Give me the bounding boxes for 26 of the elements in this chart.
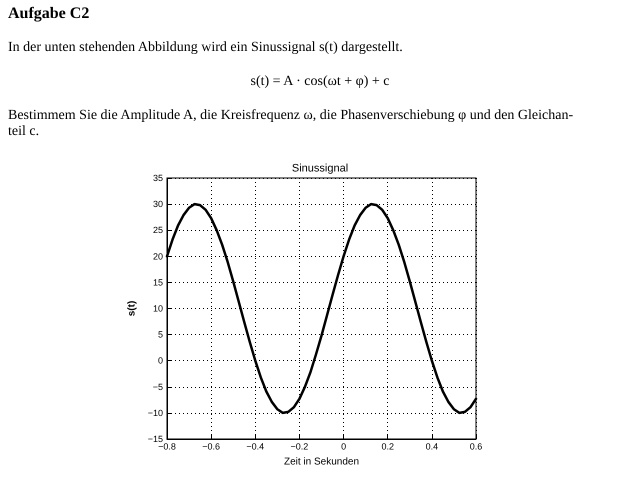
y-tick-label: 30 (152, 199, 163, 210)
chart-title: Sinussignal (292, 162, 348, 174)
text: s(t) = A · cos(ωt + φ) + c (250, 74, 390, 90)
text: Bestimmem Sie die Amplitude A, die Kreisfrequenz ω, die Phasenverschiebung φ und den Gleichan- teil c. (8, 108, 574, 140)
x-tick-label: 0.4 (426, 442, 438, 452)
y-tick-label: −15 (148, 434, 163, 444)
x-tick-label: −0.8 (158, 442, 176, 452)
text: Aufgabe C2 (8, 5, 90, 22)
x-tick-label: −0.4 (246, 442, 264, 452)
y-axis-title: s(t) (126, 300, 138, 316)
y-tick-label: 0 (158, 356, 163, 366)
y-tick-label: 25 (152, 225, 163, 236)
y-tick-label: 10 (152, 304, 163, 314)
x-tick-label: 0.2 (381, 442, 394, 452)
x-tick-label: −0.2 (290, 442, 308, 452)
y-tick-label: 20 (152, 251, 163, 262)
x-tick-label: 0 (341, 442, 346, 452)
text: In der unten stehenden Abbildung wird ein Sinussignal s(t) dargestellt. (8, 40, 404, 56)
x-tick-label: 0.6 (470, 442, 482, 452)
y-tick-label: 35 (152, 173, 163, 183)
y-tick-label: −10 (148, 408, 163, 418)
y-tick-label: −5 (152, 382, 163, 392)
x-axis-title: Zeit in Sekunden (284, 456, 360, 468)
y-tick-label: 5 (158, 330, 163, 340)
y-tick-label: 15 (152, 277, 163, 288)
x-tick-label: −0.6 (202, 442, 220, 452)
